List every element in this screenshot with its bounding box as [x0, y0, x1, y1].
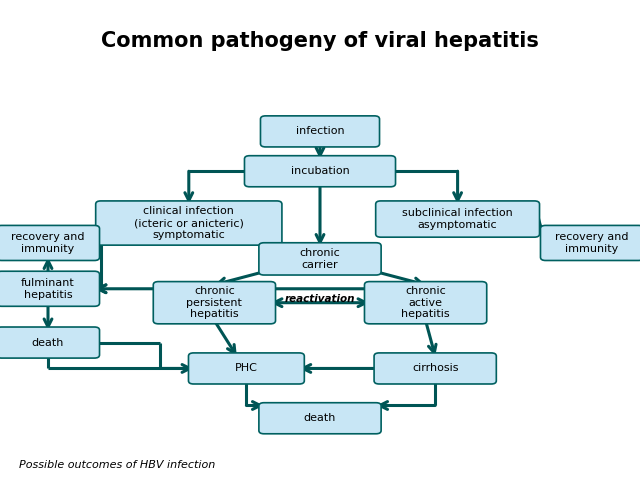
- Text: chronic
carrier: chronic carrier: [300, 248, 340, 270]
- FancyBboxPatch shape: [244, 156, 396, 187]
- Text: cirrhosis: cirrhosis: [412, 363, 458, 373]
- FancyBboxPatch shape: [154, 282, 275, 324]
- FancyBboxPatch shape: [188, 353, 305, 384]
- Text: recovery and
immunity: recovery and immunity: [12, 232, 84, 254]
- FancyBboxPatch shape: [540, 226, 640, 261]
- Text: PHC: PHC: [235, 363, 258, 373]
- Text: clinical infection
(icteric or anicteric)
symptomatic: clinical infection (icteric or anicteric…: [134, 206, 244, 240]
- Text: death: death: [304, 413, 336, 423]
- Text: incubation: incubation: [291, 166, 349, 176]
- FancyBboxPatch shape: [376, 201, 540, 237]
- FancyBboxPatch shape: [0, 327, 99, 358]
- Text: reactivation: reactivation: [285, 294, 355, 304]
- FancyBboxPatch shape: [0, 226, 99, 261]
- Text: chronic
persistent
hepatitis: chronic persistent hepatitis: [186, 286, 243, 319]
- Text: Possible outcomes of HBV infection: Possible outcomes of HBV infection: [19, 460, 216, 470]
- FancyBboxPatch shape: [365, 282, 486, 324]
- Text: death: death: [32, 337, 64, 348]
- FancyBboxPatch shape: [0, 271, 99, 306]
- Text: infection: infection: [296, 126, 344, 136]
- FancyBboxPatch shape: [260, 116, 380, 147]
- FancyBboxPatch shape: [95, 201, 282, 245]
- Text: subclinical infection
asymptomatic: subclinical infection asymptomatic: [402, 208, 513, 230]
- Text: chronic
active
hepatitis: chronic active hepatitis: [401, 286, 450, 319]
- Text: Common pathogeny of viral hepatitis: Common pathogeny of viral hepatitis: [101, 31, 539, 51]
- FancyBboxPatch shape: [259, 243, 381, 275]
- FancyBboxPatch shape: [259, 403, 381, 434]
- Text: fulminant
hepatitis: fulminant hepatitis: [21, 278, 75, 300]
- Text: recovery and
immunity: recovery and immunity: [556, 232, 628, 254]
- FancyBboxPatch shape: [374, 353, 497, 384]
